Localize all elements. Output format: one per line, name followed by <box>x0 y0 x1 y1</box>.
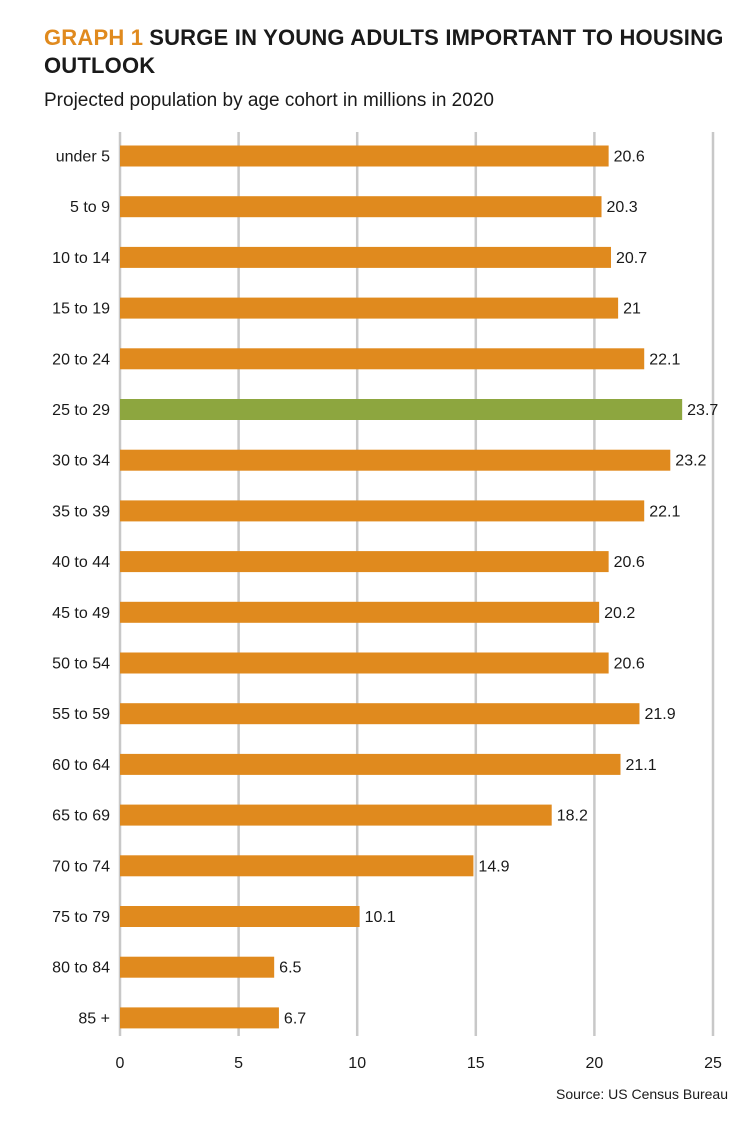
value-label: 21.1 <box>625 757 656 774</box>
category-label: 20 to 24 <box>52 351 110 368</box>
value-label: 18.2 <box>557 808 588 825</box>
value-label: 6.7 <box>284 1010 306 1027</box>
bar <box>120 399 683 420</box>
category-label: 55 to 59 <box>52 706 110 723</box>
chart-subtitle: Projected population by age cohort in mi… <box>44 90 494 111</box>
category-label: 30 to 34 <box>52 453 110 470</box>
value-label: 20.7 <box>616 250 647 267</box>
x-tick-label: 25 <box>704 1055 722 1072</box>
value-label: 20.2 <box>604 605 635 622</box>
x-tick-label: 10 <box>348 1055 366 1072</box>
bar <box>120 956 275 978</box>
bar <box>120 753 621 775</box>
x-tick-label: 0 <box>116 1055 125 1072</box>
x-tick-label: 20 <box>586 1055 604 1072</box>
bar-chart: under 5 5 to 9 10 to 14 15 to 19 20 to 24 25 … <box>52 132 722 1072</box>
category-label: 25 to 29 <box>52 402 110 419</box>
bar <box>120 297 619 319</box>
value-label: 10.1 <box>365 909 396 926</box>
category-label: 5 to 9 <box>70 199 110 216</box>
category-label: 75 to 79 <box>52 909 110 926</box>
category-label: 80 to 84 <box>52 960 110 977</box>
category-label: 65 to 69 <box>52 808 110 825</box>
value-label: 21 <box>623 301 641 318</box>
category-label: 15 to 19 <box>52 301 110 318</box>
bar <box>120 449 671 471</box>
chart-title: GRAPH 1 SURGE IN YOUNG ADULTS IMPORTANT T… <box>44 24 724 80</box>
bar <box>120 1007 279 1029</box>
bar <box>120 246 612 268</box>
bar <box>120 804 552 826</box>
category-label: 60 to 64 <box>52 757 110 774</box>
value-label: 20.3 <box>607 199 638 216</box>
source-note: Source: US Census Bureau <box>556 1086 728 1102</box>
value-label: 23.7 <box>687 402 718 419</box>
value-label: 20.6 <box>614 656 645 673</box>
value-label: 6.5 <box>279 960 301 977</box>
value-label: 20.6 <box>614 554 645 571</box>
x-tick-label: 15 <box>467 1055 485 1072</box>
bar <box>120 500 645 522</box>
bar <box>120 551 609 573</box>
value-label: 22.1 <box>649 503 680 520</box>
bar <box>120 652 609 674</box>
value-label: 21.9 <box>644 706 675 723</box>
bar <box>120 348 645 370</box>
bar <box>120 601 600 623</box>
category-label: 50 to 54 <box>52 656 110 673</box>
value-label: 20.6 <box>614 149 645 166</box>
x-axis-tick-labels: 0 5 10 15 20 25 <box>116 1055 722 1072</box>
category-label: under 5 <box>56 149 110 166</box>
x-tick-label: 5 <box>234 1055 243 1072</box>
category-label: 40 to 44 <box>52 554 110 571</box>
category-labels: under 5 5 to 9 10 to 14 15 to 19 20 to 24 25 … <box>52 149 110 1028</box>
bar <box>120 196 602 218</box>
bar <box>120 703 640 725</box>
bar <box>120 906 360 927</box>
category-label: 70 to 74 <box>52 858 110 875</box>
gridlines <box>118 132 715 1036</box>
category-label: 45 to 49 <box>52 605 110 622</box>
category-label: 10 to 14 <box>52 250 110 267</box>
category-label: 35 to 39 <box>52 503 110 520</box>
graph-number-label: GRAPH 1 <box>44 25 144 50</box>
value-label: 23.2 <box>675 453 706 470</box>
value-labels: 20.6 20.3 20.7 21 22.1 23.7 23.2 22.1 20.6 20.2 20… <box>279 149 718 1028</box>
chart-title-text: SURGE IN YOUNG ADULTS IMPORTANT TO HOUSI… <box>44 25 724 78</box>
category-label: 85 + <box>78 1010 110 1027</box>
bar <box>120 855 474 877</box>
bar <box>120 145 609 167</box>
value-label: 14.9 <box>478 858 509 875</box>
value-label: 22.1 <box>649 351 680 368</box>
bars <box>120 145 683 1029</box>
